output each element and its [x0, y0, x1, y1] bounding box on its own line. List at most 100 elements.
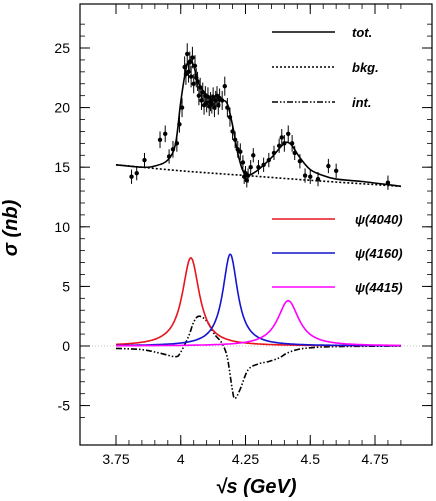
data-marker	[297, 159, 303, 164]
data-point	[134, 166, 139, 181]
data-point	[187, 51, 193, 74]
data-marker	[315, 176, 321, 182]
data-marker	[177, 122, 182, 127]
data-point	[129, 169, 134, 184]
data-marker	[227, 114, 233, 120]
data-point	[286, 125, 291, 143]
x-tick-label: 3.75	[102, 451, 129, 467]
data-point	[185, 43, 190, 65]
data-marker	[188, 74, 194, 79]
data-marker	[282, 141, 287, 146]
data-marker	[240, 160, 246, 165]
data-point	[219, 90, 225, 110]
data-point	[188, 65, 194, 88]
data-point	[191, 74, 196, 94]
data-marker	[261, 162, 266, 168]
data-marker	[385, 180, 391, 185]
data-marker	[245, 173, 251, 178]
data-marker	[197, 85, 203, 90]
legend: tot. bkg. int. ψ(4040) ψ(4160) ψ(4415)	[272, 25, 403, 295]
data-point	[230, 123, 235, 140]
x-axis-label: √s (GeV)	[216, 476, 297, 498]
y-tick-label: 10	[54, 219, 70, 235]
data-point	[245, 168, 251, 183]
y-tick-label: 5	[62, 278, 70, 294]
legend-label-psi2: ψ(4415)	[355, 280, 403, 295]
data-point	[333, 163, 339, 178]
data-marker	[279, 135, 284, 140]
data-point	[225, 98, 230, 118]
data-marker	[333, 168, 339, 173]
x-tick-label: 4	[177, 451, 185, 467]
data-marker	[266, 157, 272, 163]
data-point	[170, 140, 176, 158]
data-marker	[248, 165, 253, 170]
x-tick-label: 4.5	[301, 451, 321, 467]
data-point	[251, 148, 256, 163]
series-4415-curve	[115, 299, 401, 347]
data-point	[163, 125, 168, 143]
data-marker	[142, 157, 147, 163]
data-marker	[219, 98, 225, 103]
x-tick-label: 4.25	[232, 451, 259, 467]
y-tick-label: -5	[58, 398, 71, 414]
data-marker	[166, 154, 172, 159]
data-point	[195, 71, 200, 91]
data-point	[292, 145, 297, 161]
data-point	[302, 168, 308, 183]
data-point	[192, 55, 198, 77]
data-marker	[187, 60, 193, 65]
data-point	[326, 158, 331, 174]
data-marker	[292, 150, 297, 156]
data-point	[256, 160, 261, 175]
data-point	[297, 154, 303, 169]
data-point	[240, 155, 246, 170]
series-int-curve	[115, 315, 401, 400]
data-marker	[232, 137, 238, 142]
data-marker	[286, 131, 291, 137]
data-point	[279, 129, 284, 146]
data-marker	[251, 153, 256, 158]
data-point	[282, 135, 287, 152]
axes: 3.75 4 4.25 4.5 4.75 -5 0 5 10 15 20 25	[54, 4, 432, 467]
data-marker	[308, 174, 313, 179]
series-4160-curve	[116, 253, 401, 347]
data-marker	[174, 141, 180, 146]
y-tick-label: 15	[54, 159, 70, 175]
data-point	[315, 171, 321, 187]
data-marker	[134, 170, 139, 176]
data-point	[177, 115, 182, 133]
data-point	[232, 131, 238, 149]
data-marker	[326, 163, 331, 169]
data-marker	[302, 173, 308, 178]
legend-label-int: int.	[352, 95, 372, 110]
data-point	[385, 175, 391, 190]
data-point	[200, 82, 205, 102]
legend-label-bkg: bkg.	[352, 60, 379, 75]
data-point	[261, 157, 266, 172]
data-point	[190, 46, 195, 69]
data-point	[308, 169, 313, 184]
series-4040-curve	[116, 256, 401, 347]
data-marker	[129, 174, 134, 179]
y-tick-label: 25	[54, 40, 70, 56]
data-marker	[238, 149, 243, 154]
data-point	[197, 77, 203, 97]
legend-label-psi0: ψ(4040)	[355, 212, 403, 227]
data-marker	[222, 83, 227, 89]
data-marker	[276, 143, 282, 148]
plot-area	[80, 43, 432, 400]
x-tick-label: 4.75	[361, 451, 388, 467]
data-point	[166, 149, 172, 164]
data-point	[276, 138, 282, 153]
data-point	[248, 160, 253, 175]
legend-label-tot: tot.	[352, 25, 372, 40]
data-marker	[163, 131, 168, 137]
data-marker	[191, 81, 196, 86]
data-point	[179, 98, 185, 118]
data-point	[238, 143, 243, 161]
data-point	[289, 135, 295, 152]
data-marker	[179, 105, 185, 110]
data-marker	[200, 89, 205, 95]
